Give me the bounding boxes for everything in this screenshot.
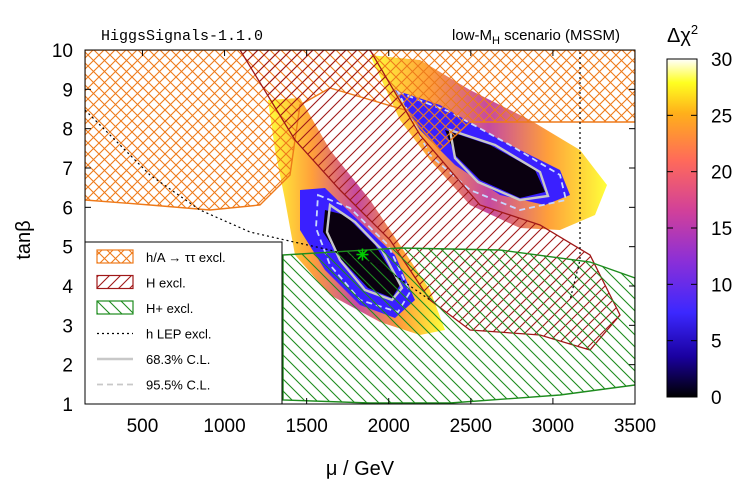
y-tick-label: 10 (52, 41, 73, 62)
x-tick-label: 3000 (532, 416, 574, 437)
colorbar-ticks: 0 5 10 15 20 25 30 (667, 50, 732, 409)
y-tick-label: 7 (62, 159, 73, 180)
legend-label: 68.3% C.L. (146, 352, 210, 367)
colorbar-tick-label: 5 (711, 332, 722, 353)
x-tick-label: 1500 (286, 416, 328, 437)
legend-item-solid: 68.3% C.L. (97, 352, 210, 367)
x-axis-ticks: 500 1000 1500 2000 2500 3000 3500 (127, 50, 656, 437)
legend-swatch (96, 300, 134, 315)
colorbar-label: Δχ2 (667, 22, 698, 47)
legend-box (84, 241, 283, 405)
legend-item-dotted: h LEP excl. (97, 327, 212, 342)
colorbar-tick-label: 15 (711, 219, 732, 240)
colorbar-tick-label: 30 (711, 50, 732, 71)
y-tick-label: 8 (62, 120, 73, 141)
Hplus-exclusion (282, 247, 635, 404)
y-tick-label: 1 (62, 395, 73, 416)
y-tick-label: 2 (62, 356, 73, 377)
x-tick-label: 3500 (614, 416, 656, 437)
legend-label: 95.5% C.L. (146, 378, 210, 393)
chi2-dark-upper (445, 130, 545, 198)
y-axis-label: tanβ (13, 220, 35, 259)
colorbar-tick-label: 0 (711, 388, 722, 409)
y-tick-label: 6 (62, 198, 73, 219)
colorbar-tick-label: 10 (711, 275, 732, 296)
legend-item-Hplus: H+ excl. (96, 300, 193, 316)
y-axis-ticks: 1 2 3 4 5 6 7 8 9 10 (52, 41, 635, 416)
y-tick-label: 4 (62, 277, 73, 298)
colorbar-tick-label: 20 (711, 163, 732, 184)
legend-label: H excl. (146, 276, 186, 291)
legend-label: H+ excl. (146, 301, 193, 316)
x-tick-label: 1000 (203, 416, 245, 437)
x-tick-label: 500 (127, 416, 159, 437)
cl68-upper (448, 128, 550, 202)
colorbar-tick-label: 25 (711, 106, 732, 127)
legend-swatch (96, 249, 134, 264)
legend-swatch (96, 274, 134, 290)
annotation-right: low-MH scenario (MSSM) (452, 27, 620, 47)
y-tick-label: 9 (62, 80, 73, 101)
legend-item-dashed: 95.5% C.L. (97, 378, 210, 393)
x-tick-label: 2000 (368, 416, 410, 437)
y-tick-label: 3 (62, 316, 73, 337)
legend: h/A → ττ excl. H excl. H+ excl. h LEP excl.… (84, 241, 283, 405)
x-axis-label: μ / GeV (326, 458, 395, 480)
x-tick-label: 2500 (450, 416, 492, 437)
plot-frame (84, 49, 636, 405)
legend-label: h LEP excl. (146, 327, 212, 342)
legend-item-tautau: h/A → ττ excl. (96, 249, 226, 265)
legend-item-H: H excl. (96, 274, 186, 291)
best-fit-marker (356, 248, 369, 261)
best-fit-star-stroke (357, 249, 368, 260)
legend-label: h/A → ττ excl. (146, 250, 226, 265)
plot-content (85, 50, 635, 404)
y-tick-label: 5 (62, 238, 73, 259)
annotation-left: HiggsSignals-1.1.0 (101, 28, 263, 45)
hLEP-exclusion (85, 52, 581, 301)
